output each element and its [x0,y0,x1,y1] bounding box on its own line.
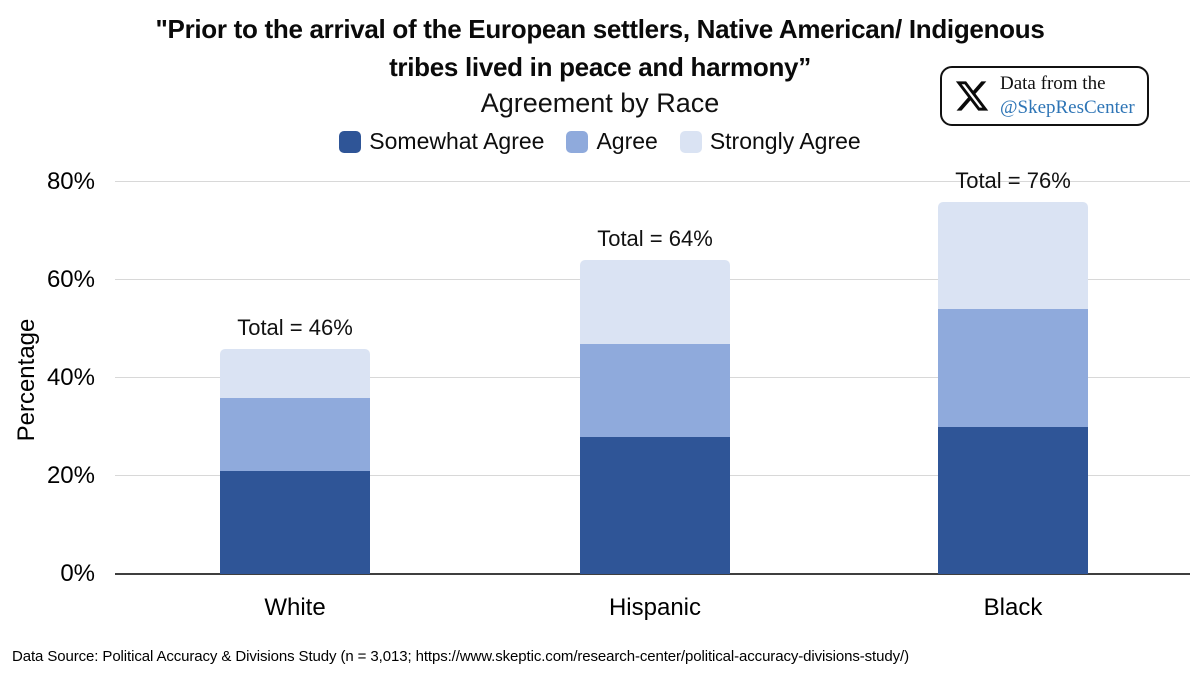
x-axis-category-label: Hispanic [608,594,702,621]
y-tick-label: 40% [46,364,95,391]
chart-header: "Prior to the arrival of the European se… [0,10,1200,155]
data-source-note: Data Source: Political Accuracy & Divisi… [12,648,909,665]
chart-subtitle: Agreement by Race [480,88,720,118]
bar-group-white: Total = 46% White [220,182,370,621]
gridline-80 [115,181,1190,182]
legend-swatch-icon [566,130,589,153]
legend-label: Agree [596,128,658,154]
bar-segment [580,343,730,437]
legend-label: Somewhat Agree [369,128,545,154]
bar-segment [938,427,1088,574]
legend-label: Strongly Agree [709,128,861,154]
y-tick-label: 60% [46,266,95,293]
x-axis-category-label: White [264,594,326,621]
bar-segment [938,201,1088,310]
bar-segment [220,348,370,398]
legend-swatch-icon [339,130,362,153]
x-logo-icon [955,81,989,111]
bar-segment [938,309,1088,427]
bar-group-hispanic: Total = 64% Hispanic [580,182,730,621]
legend-swatch-icon [679,130,702,153]
legend-item-2: Strongly Agree [679,128,861,155]
x-axis-line [115,573,1190,575]
bar-segment [580,436,730,574]
y-tick-label: 0% [60,560,95,587]
legend-item-1: Agree [566,128,658,155]
chart-title-line-2: tribes lived in peace and harmony” [389,52,811,82]
bar-group-black: Total = 76% Black [938,168,1088,621]
badge-text: Data from the @SkepResCenter [1000,72,1135,120]
total-label: Total = 64% [597,226,713,252]
total-label: Total = 76% [955,167,1071,193]
y-tick-label: 20% [46,462,95,489]
y-tick-label: 80% [46,168,95,195]
bar-segment [220,471,370,574]
legend-item-0: Somewhat Agree [339,128,544,155]
chart-title: "Prior to the arrival of the European se… [0,10,1200,86]
legend: Somewhat Agree Agree Strongly Agree [0,128,1200,155]
bar-segment [580,260,730,344]
plot-area: Percentage 0% 20% 40% 60% 80% Total = 46% Whit… [13,168,1190,621]
total-label: Total = 46% [237,314,353,340]
chart-title-line-1: "Prior to the arrival of the European se… [155,14,1045,44]
attribution-badge: Data from the @SkepResCenter [940,66,1149,126]
bar-segment [220,397,370,472]
x-axis-category-label: Black [983,594,1043,621]
badge-handle-link[interactable]: @SkepResCenter [1000,97,1135,118]
badge-caption: Data from the [1000,73,1106,94]
